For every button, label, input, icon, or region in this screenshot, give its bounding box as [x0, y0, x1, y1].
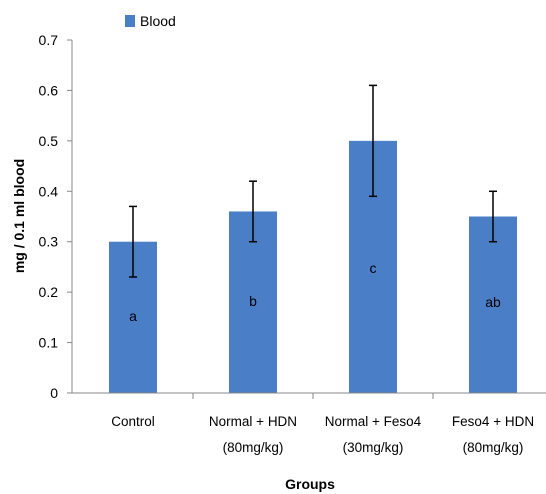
y-tick-label: 0.1	[39, 335, 59, 351]
x-category-label: (80mg/kg)	[463, 440, 524, 455]
bar	[469, 216, 517, 393]
x-axis-title: Groups	[285, 476, 335, 492]
y-tick-label: 0.5	[39, 133, 59, 149]
x-category-label: Normal + HDN	[209, 414, 297, 429]
y-tick-label: 0.2	[39, 284, 59, 300]
bars	[109, 140, 517, 393]
x-category-label: Feso4 + HDN	[452, 414, 534, 429]
y-tick-label: 0.7	[39, 32, 59, 48]
bar-letter-label: ab	[485, 294, 501, 310]
x-category-label: (30mg/kg)	[343, 440, 404, 455]
x-category-label: (80mg/kg)	[223, 440, 284, 455]
error-bars	[129, 84, 497, 278]
bar-letter-label: b	[249, 293, 257, 309]
legend-swatch	[125, 15, 135, 27]
bar-letter-label: a	[129, 308, 137, 324]
legend: Blood	[125, 13, 176, 29]
y-tick-label: 0.3	[39, 234, 59, 250]
y-axis-ticks: 0 0.1 0.2 0.3 0.4 0.5 0.6 0.7	[39, 32, 72, 401]
x-category-label: Control	[111, 414, 155, 429]
x-axis-categories: Control Normal + HDN (80mg/kg) Normal + Fes…	[111, 393, 534, 455]
legend-label: Blood	[140, 13, 176, 29]
y-tick-label: 0	[50, 385, 58, 401]
y-tick-label: 0.4	[39, 183, 59, 199]
y-tick-label: 0.6	[39, 82, 59, 98]
x-category-label: Normal + Feso4	[325, 414, 422, 429]
y-axis-title: mg / 0.1 ml blood	[11, 159, 27, 273]
bar-letter-label: c	[370, 260, 377, 276]
